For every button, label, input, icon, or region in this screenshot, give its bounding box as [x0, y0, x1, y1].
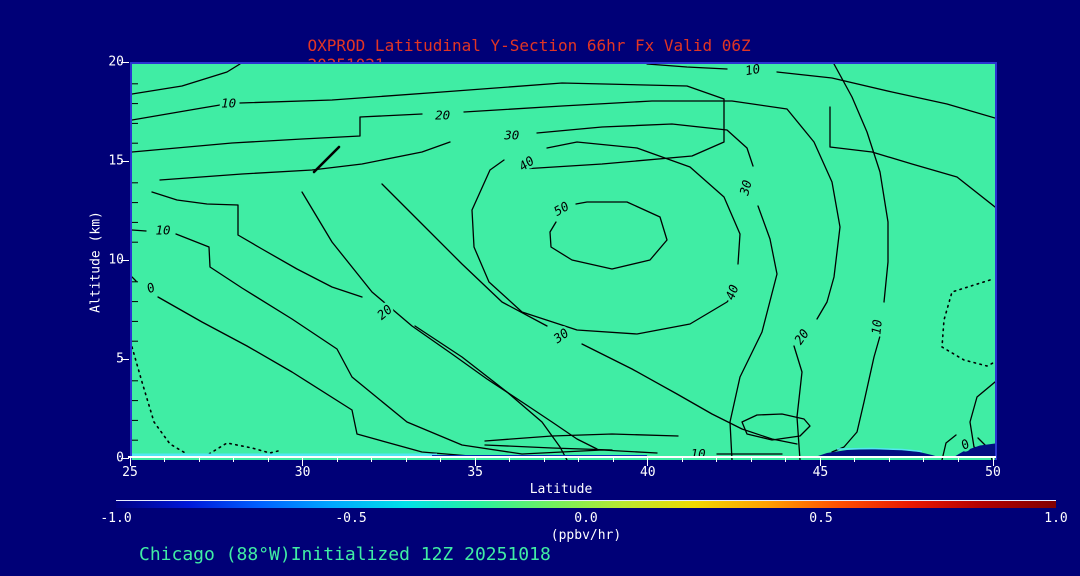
contour-line	[132, 100, 841, 460]
x-tick	[854, 458, 856, 462]
contour-line	[301, 191, 598, 450]
contour-line	[151, 191, 568, 460]
y-axis-title: Altitude (km)	[88, 211, 104, 313]
colorbar-tick-label: -0.5	[335, 511, 367, 526]
y-tick	[121, 160, 129, 162]
x-tick	[543, 458, 545, 462]
x-tick	[819, 458, 821, 466]
contour-label: 40	[722, 283, 741, 302]
contour-line	[132, 229, 783, 455]
x-tick	[750, 458, 752, 462]
x-tick	[129, 458, 131, 466]
contour-label: 10	[221, 96, 236, 111]
x-tick	[992, 458, 994, 466]
x-tick-label: 45	[812, 465, 829, 480]
colorbar-tick-label: 1.0	[1044, 511, 1068, 526]
contour-label: 20	[791, 326, 812, 347]
x-tick	[612, 458, 614, 462]
blue-surface-mound	[812, 449, 942, 458]
contour-line	[132, 64, 241, 95]
y-tick-label: 5	[116, 351, 124, 367]
x-tick	[198, 458, 200, 462]
contour-label: 20	[374, 301, 395, 322]
x-tick	[785, 458, 787, 462]
x-axis-title: Latitude	[529, 482, 593, 497]
contour-line	[646, 64, 995, 119]
y-tick-label: 0	[116, 450, 124, 466]
colorbar-tick-label: 0.0	[574, 511, 598, 526]
colorbar-tick-label: -1.0	[100, 511, 132, 526]
x-tick	[509, 458, 511, 462]
contour-line	[381, 183, 798, 445]
x-tick	[336, 458, 338, 462]
contour-label: 10	[868, 319, 884, 335]
x-tick	[888, 458, 890, 462]
y-tick	[121, 457, 129, 459]
y-tick-label: 10	[108, 252, 124, 268]
contour-ring-50	[549, 201, 668, 270]
y-tick	[121, 61, 129, 63]
cyan-surface-layer	[132, 453, 437, 458]
contour-line	[484, 433, 679, 451]
plot-area: 10 20 30 40 50 10 30 40 20 10 10 0 20 30 10 0	[130, 62, 997, 460]
contour-line	[829, 106, 995, 208]
contour-label: 40	[516, 153, 537, 174]
x-tick	[233, 458, 235, 462]
contour-label: 30	[503, 127, 519, 142]
x-tick	[957, 458, 959, 462]
x-tick-label: 50	[985, 465, 1001, 480]
y-tick-label: 15	[108, 153, 124, 169]
contour-loop	[741, 413, 811, 441]
x-tick-label: 30	[294, 465, 311, 480]
x-tick-label: 35	[467, 465, 484, 480]
contour-line	[132, 276, 483, 458]
contour-line	[312, 145, 341, 174]
contour-label: 50	[551, 198, 572, 219]
x-tick-label: 25	[122, 465, 138, 480]
blue-corner-wedge	[952, 443, 995, 458]
y-tick	[121, 259, 129, 261]
negative-contour-dotted	[208, 442, 283, 455]
x-tick	[474, 458, 476, 466]
x-tick	[440, 458, 442, 462]
contour-lines	[132, 64, 995, 460]
colorbar	[116, 500, 1056, 508]
cyan-mound-topline	[836, 447, 923, 453]
contour-label: 30	[550, 325, 572, 347]
x-tick	[267, 458, 269, 462]
x-tick	[923, 458, 925, 462]
contour-line	[159, 123, 778, 460]
x-tick-label: 40	[639, 465, 656, 480]
colorbar-units: (ppbv/hr)	[550, 528, 622, 543]
left-minor-ticks	[132, 83, 138, 441]
run-annotation: Chicago (88°W)Initialized 12Z 20251018	[139, 544, 551, 565]
contour-line	[132, 82, 725, 170]
negative-contour-dotted	[941, 279, 995, 367]
x-tick	[578, 458, 580, 462]
negative-contour-dotted	[132, 346, 188, 455]
y-tick-label: 20	[108, 54, 124, 70]
y-tick	[121, 358, 129, 360]
colorbar-tick-label: 0.5	[809, 511, 833, 526]
x-tick	[405, 458, 407, 462]
contour-label: 0	[144, 279, 157, 296]
x-axis-line	[128, 456, 996, 458]
contour-line	[831, 64, 889, 453]
x-tick	[302, 458, 304, 466]
contour-label: 30	[736, 178, 755, 197]
contour-label: 10	[744, 64, 761, 78]
x-tick	[164, 458, 166, 462]
x-tick	[371, 458, 373, 462]
contour-label: 20	[435, 107, 450, 122]
x-tick	[681, 458, 683, 462]
contour-label: 10	[156, 222, 171, 237]
x-tick	[716, 458, 718, 462]
contour-ring-40	[471, 141, 741, 335]
x-tick	[647, 458, 649, 466]
